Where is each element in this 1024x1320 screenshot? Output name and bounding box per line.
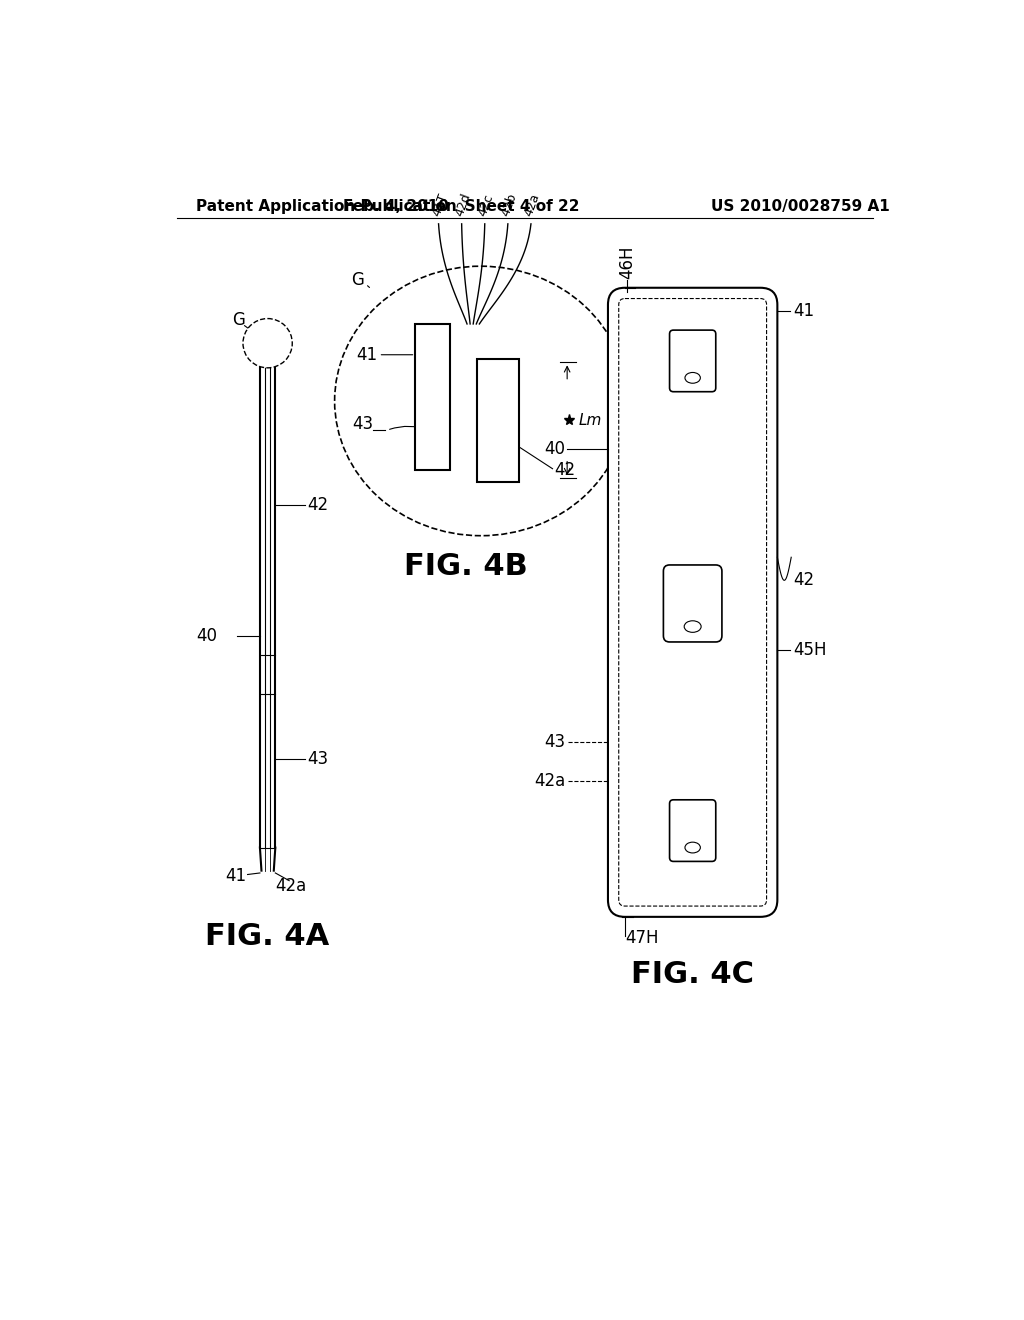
Text: 40: 40 xyxy=(197,627,217,644)
Text: Feb. 4, 2010   Sheet 4 of 22: Feb. 4, 2010 Sheet 4 of 22 xyxy=(343,198,580,214)
Text: Lm: Lm xyxy=(579,413,602,428)
FancyBboxPatch shape xyxy=(664,565,722,642)
Text: Patent Application Publication: Patent Application Publication xyxy=(196,198,457,214)
Bar xyxy=(416,323,451,470)
FancyBboxPatch shape xyxy=(670,800,716,862)
Ellipse shape xyxy=(685,372,700,383)
Text: 41: 41 xyxy=(793,302,814,319)
Circle shape xyxy=(243,318,292,368)
Text: 41: 41 xyxy=(355,346,377,364)
Text: 42b: 42b xyxy=(500,191,519,218)
Text: 42c: 42c xyxy=(476,191,497,218)
FancyBboxPatch shape xyxy=(608,288,777,917)
Text: G: G xyxy=(351,271,365,289)
Text: 41T: 41T xyxy=(430,191,451,218)
Ellipse shape xyxy=(335,267,628,536)
Ellipse shape xyxy=(685,842,700,853)
Text: 40: 40 xyxy=(545,441,565,458)
Text: US 2010/0028759 A1: US 2010/0028759 A1 xyxy=(711,198,890,214)
Text: 47H: 47H xyxy=(625,929,658,948)
Text: 46H: 46H xyxy=(618,246,636,279)
Text: FIG. 4C: FIG. 4C xyxy=(631,960,754,989)
Text: 41: 41 xyxy=(225,867,246,884)
Text: G: G xyxy=(231,312,245,329)
FancyBboxPatch shape xyxy=(670,330,716,392)
Text: 42: 42 xyxy=(307,496,329,513)
Text: FIG. 4A: FIG. 4A xyxy=(206,921,330,950)
Ellipse shape xyxy=(684,620,701,632)
Text: FIG. 4B: FIG. 4B xyxy=(403,552,527,581)
Text: 42a: 42a xyxy=(535,772,565,789)
Text: 42d: 42d xyxy=(453,191,473,218)
Text: 43: 43 xyxy=(307,750,329,768)
Text: 43: 43 xyxy=(352,414,373,433)
Text: 42a: 42a xyxy=(522,191,543,218)
Bar xyxy=(477,359,519,482)
Text: 43: 43 xyxy=(545,733,565,751)
Text: 42: 42 xyxy=(793,572,814,589)
Text: 45H: 45H xyxy=(793,640,826,659)
Text: 42a: 42a xyxy=(275,876,306,895)
Text: 42: 42 xyxy=(554,461,575,479)
